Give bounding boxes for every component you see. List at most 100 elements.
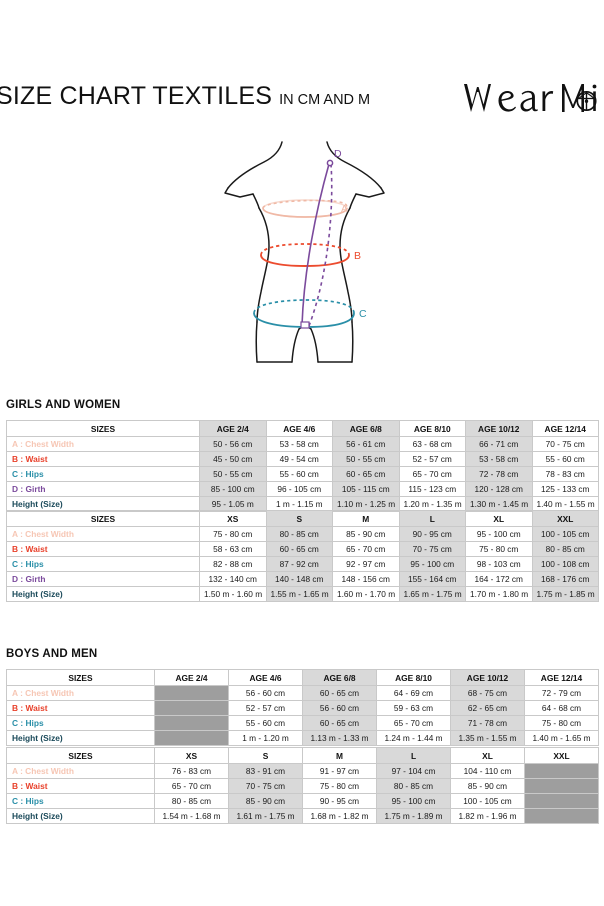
table-cell: 68 - 75 cm	[450, 685, 525, 701]
table-cell: 95 - 100 cm	[398, 556, 466, 572]
table-cell: 56 - 60 cm	[228, 685, 303, 701]
table-cell: 63 - 68 cm	[398, 436, 466, 452]
column-header: M	[332, 510, 400, 527]
table-cell: 85 - 100 cm	[199, 481, 267, 497]
page-title-subtitle: IN CM AND M	[279, 92, 371, 108]
table-cell: 85 - 90 cm	[228, 793, 303, 809]
column-header-sizes: SIZES	[6, 747, 155, 764]
table-cell: 52 - 57 cm	[398, 451, 466, 467]
column-header: XS	[154, 747, 229, 764]
table-cell: 72 - 79 cm	[524, 685, 599, 701]
table-cell-unavailable	[524, 793, 599, 809]
table-cell: 50 - 55 cm	[199, 466, 267, 482]
wear-moi-logo-icon	[464, 84, 597, 112]
row-label-chest: A : Chest Width	[6, 685, 155, 701]
table-cell: 60 - 65 cm	[265, 541, 333, 557]
table-cell: 53 - 58 cm	[465, 451, 533, 467]
table-cell-unavailable	[154, 715, 229, 731]
column-header: AGE 12/14	[531, 420, 599, 437]
diagram-label-b: B	[354, 250, 361, 262]
table-row: Height (Size) 1.54 m - 1.68 m 1.61 m - 1.7…	[6, 808, 599, 824]
column-header: S	[228, 747, 303, 764]
table-cell: 1.82 m - 1.96 m	[450, 808, 525, 824]
column-header: XL	[465, 510, 533, 527]
table-row: B : Waist 65 - 70 cm 70 - 75 cm 75 - 80 cm 8…	[6, 778, 599, 794]
row-label-waist: B : Waist	[6, 778, 155, 794]
table-cell-unavailable	[154, 730, 229, 746]
table-cell: 82 - 88 cm	[199, 556, 267, 572]
column-header-sizes: SIZES	[6, 420, 200, 437]
table-row: D : Girth 85 - 100 cm 96 - 105 cm 105 - 115…	[6, 481, 599, 497]
table-cell-unavailable	[154, 700, 229, 716]
table-cell: 65 - 70 cm	[376, 715, 451, 731]
row-label-height: Height (Size)	[6, 808, 155, 824]
table-cell: 97 - 104 cm	[376, 763, 451, 779]
table-cell: 56 - 61 cm	[332, 436, 400, 452]
table-cell: 148 - 156 cm	[332, 571, 400, 587]
table-cell: 95 - 1.05 m	[199, 496, 267, 512]
column-header-sizes: SIZES	[6, 510, 200, 527]
row-label-waist: B : Waist	[6, 541, 200, 557]
size-table-boys-adult: SIZES XS S M L XL XXL A : Chest Width 76 - 83 cm…	[6, 747, 599, 824]
table-cell: 1.68 m - 1.82 m	[302, 808, 377, 824]
table-cell: 1.54 m - 1.68 m	[154, 808, 229, 824]
body-measurement-diagram: A B C D	[200, 140, 412, 380]
table-cell-unavailable	[154, 685, 229, 701]
table-cell: 60 - 65 cm	[302, 715, 377, 731]
table-cell: 95 - 100 cm	[376, 793, 451, 809]
table-cell: 100 - 108 cm	[531, 556, 599, 572]
table-cell: 100 - 105 cm	[531, 526, 599, 542]
table-cell: 64 - 69 cm	[376, 685, 451, 701]
table-row: C : Hips 55 - 60 cm 60 - 65 cm 65 - 70 cm 71…	[6, 715, 599, 731]
table-cell: 65 - 70 cm	[332, 541, 400, 557]
table-cell: 1.65 m - 1.75 m	[398, 586, 466, 602]
column-header: L	[398, 510, 466, 527]
table-cell: 92 - 97 cm	[332, 556, 400, 572]
column-header: XL	[450, 747, 525, 764]
table-cell-unavailable	[524, 763, 599, 779]
table-cell: 65 - 70 cm	[398, 466, 466, 482]
table-cell: 75 - 80 cm	[199, 526, 267, 542]
table-cell: 80 - 85 cm	[376, 778, 451, 794]
table-cell: 70 - 75 cm	[228, 778, 303, 794]
column-header: AGE 4/6	[265, 420, 333, 437]
table-cell: 66 - 71 cm	[465, 436, 533, 452]
table-row: D : Girth 132 - 140 cm 140 - 148 cm 148 - 1…	[6, 571, 599, 587]
column-header: AGE 8/10	[398, 420, 466, 437]
table-row: C : Hips 82 - 88 cm 87 - 92 cm 92 - 97 cm 95…	[6, 556, 599, 572]
table-row: C : Hips 80 - 85 cm 85 - 90 cm 90 - 95 cm 95…	[6, 793, 599, 809]
table-cell: 1.55 m - 1.65 m	[265, 586, 333, 602]
column-header: XXL	[531, 510, 599, 527]
row-label-chest: A : Chest Width	[6, 763, 155, 779]
table-cell: 71 - 78 cm	[450, 715, 525, 731]
table-row: Height (Size) 1.50 m - 1.60 m 1.55 m - 1.6…	[6, 586, 599, 602]
table-cell: 45 - 50 cm	[199, 451, 267, 467]
table-cell: 85 - 90 cm	[332, 526, 400, 542]
table-cell: 65 - 70 cm	[154, 778, 229, 794]
row-label-height: Height (Size)	[6, 730, 155, 746]
size-table-girls-adult: SIZES XS S M L XL XXL A : Chest Width 75 - 80 cm…	[6, 510, 599, 602]
row-label-chest: A : Chest Width	[6, 436, 200, 452]
table-cell: 60 - 65 cm	[302, 685, 377, 701]
row-label-hips: C : Hips	[6, 715, 155, 731]
table-cell: 1.75 m - 1.85 m	[531, 586, 599, 602]
table-cell: 140 - 148 cm	[265, 571, 333, 587]
row-label-chest: A : Chest Width	[6, 526, 200, 542]
column-header: S	[265, 510, 333, 527]
table-cell: 91 - 97 cm	[302, 763, 377, 779]
table-cell: 75 - 80 cm	[302, 778, 377, 794]
column-header-sizes: SIZES	[6, 669, 155, 686]
column-header: AGE 12/14	[524, 669, 599, 686]
page-title: SIZE CHART TEXTILES IN CM AND M	[0, 82, 370, 111]
table-row: B : Waist 45 - 50 cm 49 - 54 cm 50 - 55 cm 5…	[6, 451, 599, 467]
table-row: A : Chest Width 76 - 83 cm 83 - 91 cm 91 - …	[6, 763, 599, 779]
table-cell: 80 - 85 cm	[154, 793, 229, 809]
page-header: SIZE CHART TEXTILES IN CM AND M	[0, 82, 604, 128]
row-label-girth: D : Girth	[6, 571, 200, 587]
row-label-hips: C : Hips	[6, 556, 200, 572]
table-cell: 1.70 m - 1.80 m	[465, 586, 533, 602]
table-row: B : Waist 52 - 57 cm 56 - 60 cm 59 - 63 cm 6…	[6, 700, 599, 716]
table-cell: 105 - 115 cm	[332, 481, 400, 497]
waist-measure-ellipse	[260, 243, 350, 267]
table-cell: 50 - 56 cm	[199, 436, 267, 452]
